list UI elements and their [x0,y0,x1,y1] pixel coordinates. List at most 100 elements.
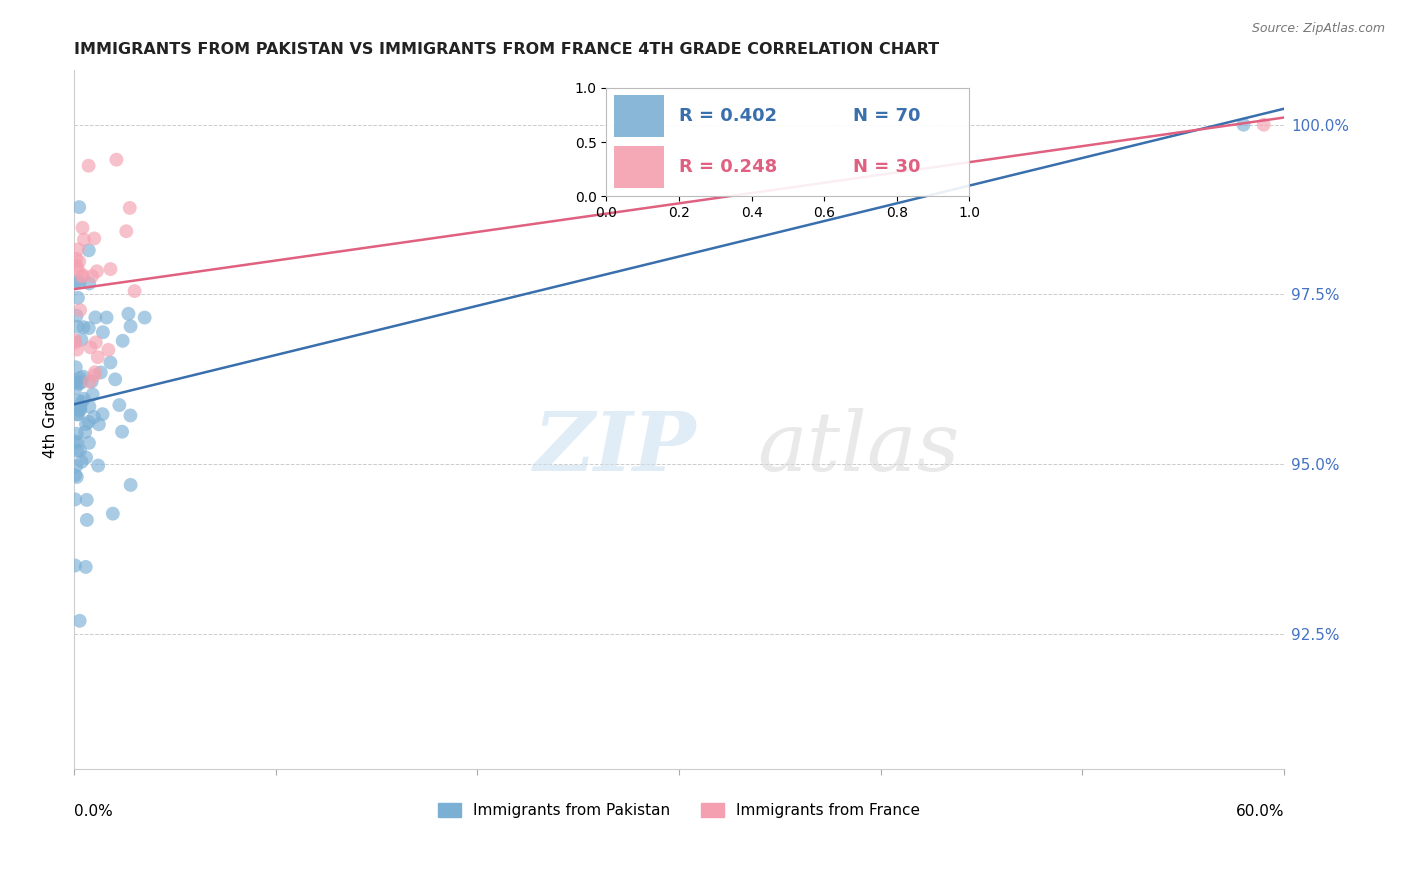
Point [120,319,142,334]
Point [66,242,89,256]
Point [117,307,139,321]
Point [83,368,105,383]
Point [69,303,91,318]
Point [82,387,104,401]
Point [77,277,100,291]
Point [91,407,114,421]
Point [65,252,87,266]
Text: 0.0%: 0.0% [75,805,112,819]
Point [118,201,141,215]
Point [65,458,87,473]
Point [65,381,87,395]
Point [65,259,87,273]
Point [124,284,146,298]
Point [70,455,93,469]
Point [100,262,122,277]
Point [77,321,100,335]
Point [69,371,91,385]
Point [75,560,97,574]
Point [63,558,86,573]
Point [86,264,108,278]
Point [111,425,134,439]
Point [66,393,89,408]
Point [63,373,86,387]
Point [69,614,91,628]
Point [66,291,89,305]
Legend: Immigrants from Pakistan, Immigrants from France: Immigrants from Pakistan, Immigrants fro… [432,797,927,824]
Point [70,269,93,284]
Point [84,335,107,350]
Point [63,376,86,390]
Point [63,492,86,507]
Point [63,335,86,350]
Point [77,244,100,258]
Point [75,417,97,431]
Point [120,478,142,492]
Point [134,310,156,325]
Point [69,400,91,414]
Point [66,408,89,422]
Text: Source: ZipAtlas.com: Source: ZipAtlas.com [1251,22,1385,36]
Point [66,343,89,357]
Point [79,375,101,389]
Point [96,310,118,325]
Point [91,325,114,339]
Point [111,334,134,348]
Point [72,220,94,235]
Point [83,231,105,245]
Point [1232,118,1254,132]
Point [73,392,96,406]
Point [63,468,86,483]
Point [70,333,93,347]
Point [65,274,87,288]
Point [87,350,110,364]
Point [70,376,93,390]
Point [1253,118,1275,132]
Point [70,394,93,409]
Point [104,372,127,386]
Point [75,425,97,439]
Point [63,334,86,348]
Point [82,268,104,283]
Point [66,470,89,484]
Point [83,409,105,424]
Point [87,417,110,432]
Point [77,415,100,429]
Point [72,320,94,334]
Text: atlas: atlas [758,408,960,488]
Point [69,275,91,289]
Point [115,224,138,238]
Point [67,200,90,214]
Point [76,492,98,507]
Point [120,409,142,423]
Point [80,375,103,389]
Y-axis label: 4th Grade: 4th Grade [44,382,58,458]
Point [67,403,90,417]
Point [67,376,90,391]
Point [84,365,107,379]
Point [97,343,120,357]
Text: 60.0%: 60.0% [1236,805,1284,819]
Point [76,513,98,527]
Point [67,254,90,268]
Point [79,400,101,414]
Point [69,443,91,458]
Point [108,398,131,412]
Point [90,366,112,380]
Point [65,309,87,323]
Point [66,435,89,450]
Point [87,458,110,473]
Point [79,340,101,354]
Point [69,402,91,417]
Point [105,153,128,167]
Point [77,436,100,450]
Point [66,443,89,458]
Point [77,159,100,173]
Point [100,355,122,369]
Point [66,319,89,334]
Text: ZIP: ZIP [534,408,696,488]
Point [67,263,90,277]
Point [66,407,89,421]
Point [84,310,107,325]
Point [72,268,94,283]
